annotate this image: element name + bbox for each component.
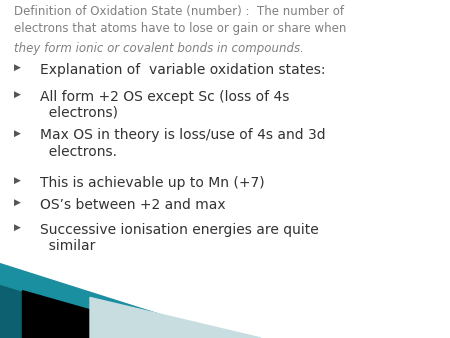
Text: electrons that atoms have to lose or gain or share when: electrons that atoms have to lose or gai… xyxy=(14,22,346,35)
Text: ▶: ▶ xyxy=(14,198,20,207)
Text: ▶: ▶ xyxy=(14,128,20,138)
Text: Definition of Oxidation State (number) :  The number of: Definition of Oxidation State (number) :… xyxy=(14,5,343,18)
Text: ▶: ▶ xyxy=(14,223,20,232)
Polygon shape xyxy=(22,291,189,338)
Text: ▶: ▶ xyxy=(14,176,20,185)
Polygon shape xyxy=(90,297,261,338)
Text: All form +2 OS except Sc (loss of 4s
  electrons): All form +2 OS except Sc (loss of 4s ele… xyxy=(40,90,290,120)
Polygon shape xyxy=(0,286,171,338)
Text: This is achievable up to Mn (+7): This is achievable up to Mn (+7) xyxy=(40,176,265,190)
Text: ▶: ▶ xyxy=(14,63,20,72)
Text: Max OS in theory is loss/use of 4s and 3d
  electrons.: Max OS in theory is loss/use of 4s and 3… xyxy=(40,128,326,159)
Text: they form ionic or covalent bonds in compounds.: they form ionic or covalent bonds in com… xyxy=(14,42,303,55)
Text: Successive ionisation energies are quite
  similar: Successive ionisation energies are quite… xyxy=(40,223,319,253)
Text: OS’s between +2 and max: OS’s between +2 and max xyxy=(40,198,226,212)
Text: ▶: ▶ xyxy=(14,90,20,99)
Text: Explanation of  variable oxidation states:: Explanation of variable oxidation states… xyxy=(40,63,326,76)
Polygon shape xyxy=(0,264,234,338)
